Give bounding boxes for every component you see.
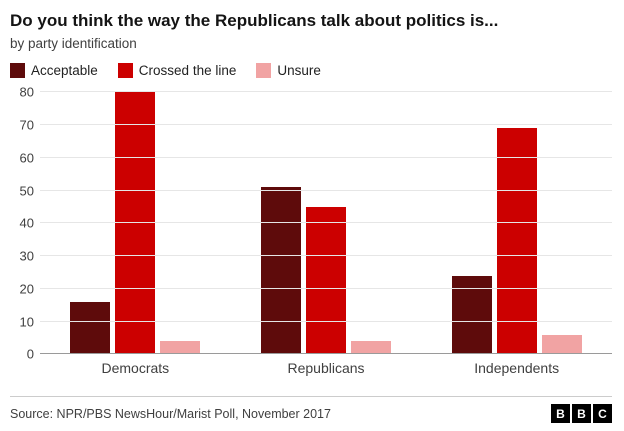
- chart-title: Do you think the way the Republicans tal…: [10, 11, 499, 30]
- gridline: [40, 222, 612, 224]
- gridline: [40, 124, 612, 125]
- x-axis-line: [40, 353, 612, 355]
- legend-swatch: [10, 63, 25, 79]
- gridline: [40, 287, 612, 289]
- bar-democrats-acceptable: [70, 301, 111, 355]
- x-axis-label-republicans: Republicans: [287, 360, 365, 377]
- y-tick-label: 70: [19, 117, 34, 133]
- bbc-logo-block: B: [551, 404, 570, 423]
- y-tick-label: 50: [19, 183, 34, 198]
- x-axis-labels: Democrats Republicans Independents: [40, 360, 612, 376]
- legend-swatch: [256, 63, 272, 79]
- gridline: [40, 156, 612, 158]
- legend-label: Crossed the line: [138, 63, 237, 79]
- y-tick-label: 40: [19, 215, 34, 231]
- legend-item-unsure: Unsure: [256, 63, 321, 79]
- bar-independents-acceptable: [451, 275, 492, 355]
- legend-label: Unsure: [277, 63, 321, 79]
- bar-group-independents: [421, 92, 612, 355]
- gridline: [40, 320, 612, 322]
- x-axis-label-democrats: Democrats: [101, 360, 170, 377]
- bar-chart: 0 10 20 30 40 50 60 70 80: [10, 85, 612, 362]
- bar-republicans-unsure: [351, 341, 391, 355]
- gridline: [40, 91, 612, 93]
- bar-republicans-acceptable: [261, 187, 301, 355]
- gridline: [40, 189, 612, 191]
- source-text: Source: NPR/PBS NewsHour/Marist Poll, No…: [10, 406, 331, 421]
- bar-democrats-unsure: [160, 341, 201, 355]
- gridline: [40, 255, 612, 256]
- bbc-logo-block: C: [593, 404, 612, 423]
- footer: Source: NPR/PBS NewsHour/Marist Poll, No…: [10, 396, 612, 423]
- bbc-logo-block: B: [572, 404, 591, 423]
- legend-swatch: [117, 63, 133, 79]
- bar-group-democrats: [40, 92, 231, 355]
- legend-item-crossed-the-line: Crossed the line: [117, 63, 237, 79]
- y-tick-label: 20: [19, 281, 34, 297]
- bar-democrats-crossed-the-line: [115, 92, 156, 355]
- y-tick-label: 30: [19, 248, 34, 264]
- legend-label: Acceptable: [31, 63, 98, 79]
- chart-subtitle: by party identification: [10, 36, 137, 52]
- bar-independents-unsure: [541, 334, 582, 355]
- y-tick-label: 80: [19, 84, 34, 100]
- bar-independents-crossed-the-line: [496, 128, 537, 355]
- y-tick-label: 0: [26, 346, 34, 362]
- legend-item-acceptable: Acceptable: [10, 63, 98, 79]
- y-axis: 0 10 20 30 40 50 60 70 80: [10, 85, 40, 362]
- bar-group-republicans: [231, 92, 422, 355]
- y-tick-label: 60: [19, 150, 34, 166]
- y-tick-label: 10: [19, 314, 34, 329]
- plot-area: [40, 91, 612, 355]
- bar-republicans-crossed-the-line: [306, 206, 346, 355]
- x-axis-label-independents: Independents: [474, 360, 560, 377]
- legend: Acceptable Crossed the line Unsure: [10, 63, 612, 79]
